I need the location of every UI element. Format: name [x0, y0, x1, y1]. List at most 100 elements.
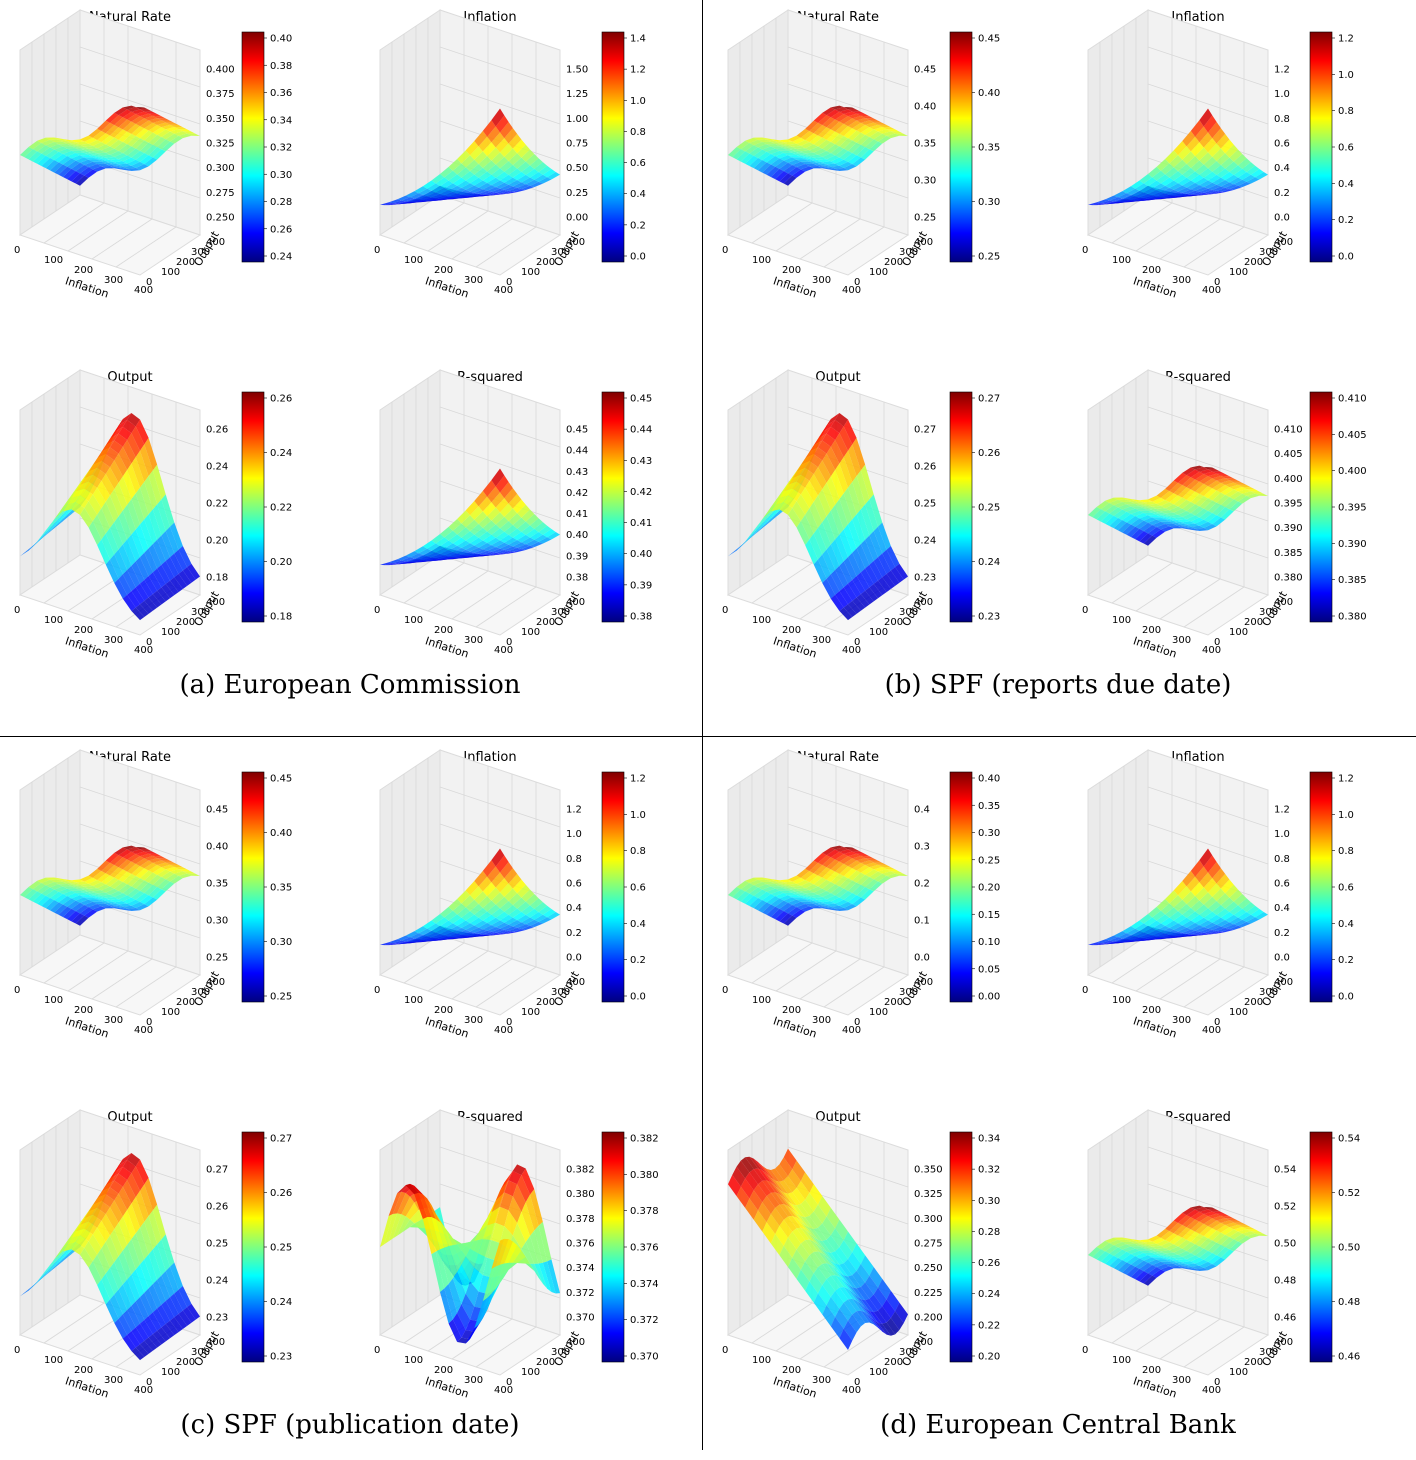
surface-patch — [178, 873, 192, 879]
surface-patch — [478, 1293, 492, 1325]
surface-patch — [500, 1262, 513, 1283]
surface-patch — [1152, 521, 1166, 528]
surface-patch — [452, 163, 466, 175]
surface-patch — [1178, 1250, 1191, 1258]
surface-patch — [465, 899, 479, 912]
surface-patch — [118, 155, 132, 162]
surface-patch — [534, 534, 548, 542]
surface-patch — [58, 888, 72, 894]
x-tick-label: 200 — [782, 625, 801, 636]
surface-patch — [452, 177, 466, 186]
surface-patch — [1233, 154, 1247, 166]
y-tick-label: 100 — [161, 1007, 180, 1018]
surface-patch — [1186, 504, 1200, 514]
surface-patch — [114, 1318, 128, 1339]
surface-patch — [856, 1300, 870, 1316]
surface-patch — [127, 853, 140, 862]
surface-patch — [444, 192, 458, 197]
surface-patch — [97, 480, 110, 502]
surface-patch — [1220, 897, 1234, 909]
surface-patch — [826, 1251, 840, 1265]
surface-patch — [152, 568, 166, 588]
surface-patch — [1126, 1266, 1140, 1277]
surface-patch — [62, 158, 76, 167]
surface-patch — [504, 186, 518, 191]
surface-patch — [1139, 1246, 1153, 1250]
surface-patch — [530, 1189, 543, 1226]
surface-patch — [71, 478, 85, 496]
surface-patch — [1139, 515, 1153, 521]
surface-patch — [779, 902, 793, 912]
colorbar — [949, 1131, 973, 1363]
surface-patch — [1199, 928, 1213, 933]
surface-patch — [152, 504, 166, 536]
surface-patch — [1186, 469, 1200, 478]
surface-patch — [779, 895, 793, 901]
surface-patch — [745, 1198, 758, 1220]
surface-patch — [88, 521, 102, 546]
surface-patch — [88, 879, 102, 887]
surface-patch — [1220, 1237, 1234, 1248]
surface-patch — [448, 174, 462, 184]
surface-patch — [818, 127, 831, 138]
surface-patch — [788, 1192, 801, 1206]
surface-patch — [504, 546, 518, 551]
surface-patch — [1126, 526, 1140, 537]
surface-patch — [788, 508, 801, 528]
surface-patch — [835, 1268, 848, 1285]
surface-patch — [461, 1256, 475, 1282]
surface-patch — [161, 583, 175, 599]
grid-line — [439, 823, 561, 865]
surface-patch — [491, 468, 505, 487]
surface-patch — [482, 120, 496, 137]
z-tick-label: 0.50 — [566, 163, 588, 174]
surface-patch — [1238, 911, 1251, 920]
surface-patch — [444, 530, 458, 541]
surface-patch — [766, 1213, 780, 1235]
surface-patch — [826, 871, 840, 883]
surface-patch — [860, 115, 874, 119]
surface-patch — [401, 561, 415, 564]
surface-patch — [131, 1301, 145, 1324]
surface-patch — [1233, 493, 1247, 502]
surface-patch — [753, 1168, 767, 1181]
surface-patch — [1169, 155, 1183, 168]
surface-patch — [435, 1249, 449, 1289]
surface-patch — [1169, 521, 1183, 526]
surface-patch — [444, 170, 458, 181]
surface-patch — [182, 567, 196, 583]
z-tick-label: 0.395 — [1274, 499, 1303, 510]
grid-line — [67, 950, 129, 992]
surface-patch — [92, 890, 106, 894]
surface-patch — [779, 143, 793, 147]
surface-patch — [148, 124, 162, 133]
surface-patch — [1135, 1271, 1148, 1282]
surface-patch — [1143, 1264, 1157, 1274]
surface-patch — [843, 1275, 857, 1289]
surface-patch — [457, 935, 470, 938]
surface-patch — [500, 174, 513, 183]
surface-patch — [1195, 1223, 1208, 1234]
surface-patch — [775, 1180, 788, 1194]
surface-patch — [800, 882, 814, 889]
surface-patch — [405, 558, 419, 562]
surface-patch — [822, 869, 836, 880]
colorbar-tick-label: 0.8 — [630, 127, 646, 138]
surface-patch — [835, 534, 848, 562]
y-tick-label: 0 — [506, 637, 512, 648]
colorbar-tick-label: 0.26 — [270, 224, 292, 235]
surface-patch — [75, 481, 89, 492]
surface-patch — [775, 141, 788, 145]
surface-patch — [848, 1298, 861, 1312]
surface-patch — [770, 138, 784, 143]
surface-patch — [422, 937, 436, 941]
surface-patch — [431, 1217, 445, 1250]
colorbar-tick-label: 0.20 — [978, 1352, 1000, 1363]
grid-line — [1147, 1146, 1269, 1188]
z-tick-label: 0.42 — [566, 488, 588, 499]
surface-patch — [1246, 1229, 1260, 1232]
surface-patch — [122, 1310, 136, 1332]
surface-patch — [478, 182, 492, 190]
surface-patch — [1122, 200, 1136, 203]
surface-patch — [788, 883, 801, 887]
